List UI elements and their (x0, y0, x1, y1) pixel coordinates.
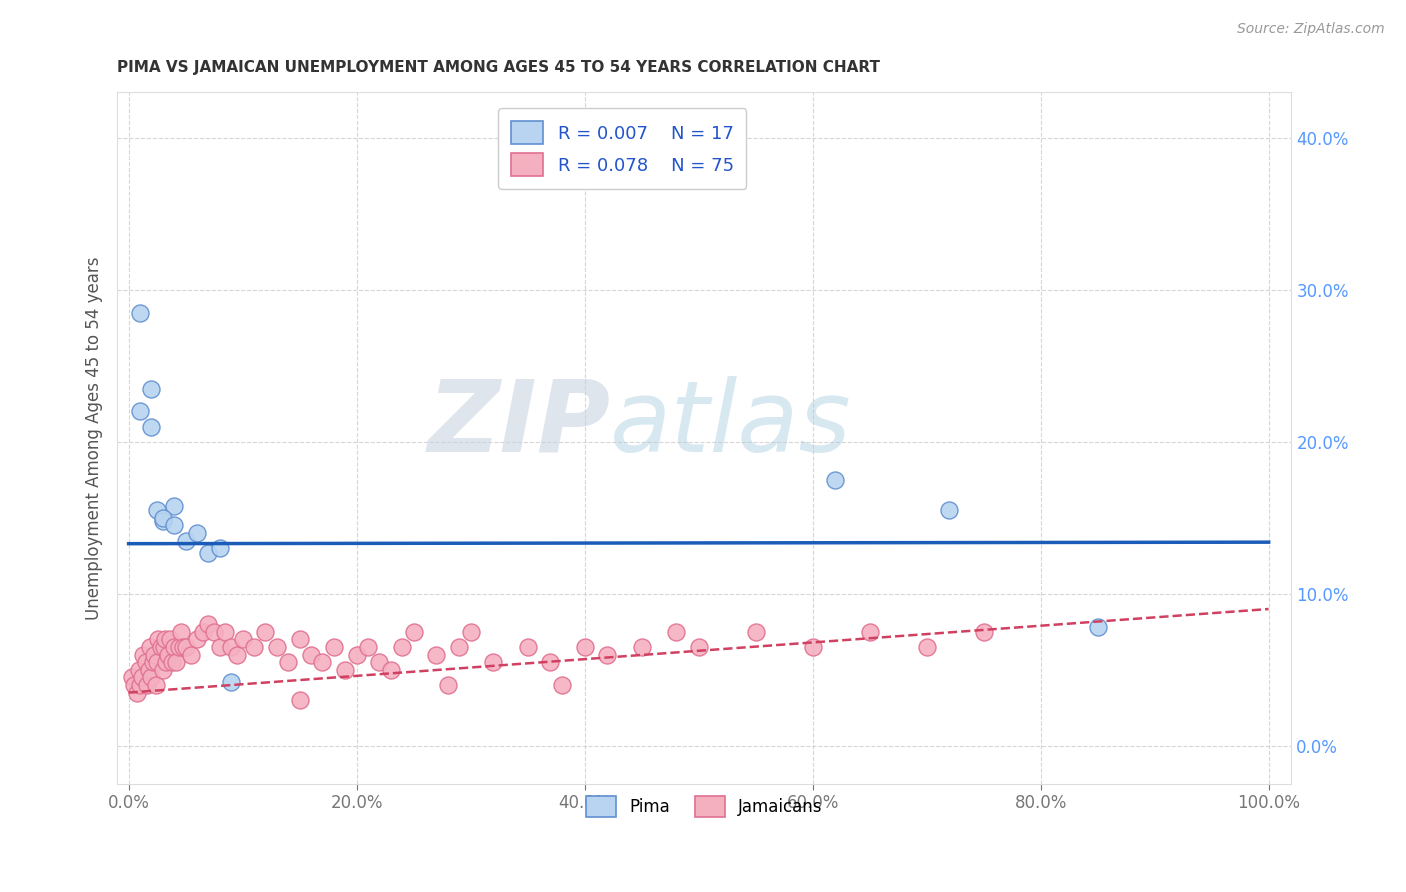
Point (174, 640, 197, 654)
Point (538, 655, 561, 669)
Point (155, 655, 177, 669)
Point (288, 693, 311, 707)
Point (135, 678, 157, 692)
Point (197, 546, 219, 560)
Point (368, 655, 391, 669)
Point (191, 624, 214, 639)
Point (170, 624, 193, 639)
Point (574, 640, 596, 654)
Point (299, 648, 322, 662)
Text: PIMA VS JAMAICAN UNEMPLOYMENT AMONG AGES 45 TO 54 YEARS CORRELATION CHART: PIMA VS JAMAICAN UNEMPLOYMENT AMONG AGES… (117, 60, 880, 75)
Point (1087, 620, 1109, 634)
Point (243, 640, 266, 654)
Point (146, 655, 169, 669)
Legend: Pima, Jamaicans: Pima, Jamaicans (579, 789, 830, 824)
Point (186, 632, 208, 647)
Point (425, 648, 447, 662)
Point (152, 514, 174, 528)
Point (380, 663, 402, 677)
Point (214, 624, 236, 639)
Point (139, 640, 162, 654)
Point (148, 632, 170, 647)
Point (141, 670, 163, 684)
Point (166, 655, 188, 669)
Point (128, 663, 150, 677)
Point (172, 640, 194, 654)
Point (665, 624, 688, 639)
Point (186, 526, 208, 541)
Y-axis label: Unemployment Among Ages 45 to 54 years: Unemployment Among Ages 45 to 54 years (86, 256, 103, 620)
Point (208, 541, 231, 556)
Point (516, 640, 538, 654)
Point (322, 640, 344, 654)
Point (129, 678, 152, 692)
Text: ZIP: ZIP (427, 376, 610, 473)
Point (160, 655, 183, 669)
Point (129, 404, 152, 418)
Point (153, 632, 176, 647)
Point (357, 640, 380, 654)
Point (551, 678, 574, 692)
Point (973, 624, 995, 639)
Point (125, 685, 148, 699)
Point (630, 640, 652, 654)
Point (141, 655, 163, 669)
Point (391, 640, 413, 654)
Point (146, 503, 169, 517)
Point (311, 655, 333, 669)
Point (859, 624, 882, 639)
Point (938, 503, 960, 517)
Point (254, 624, 277, 639)
Point (197, 617, 219, 632)
Point (824, 473, 846, 487)
Point (145, 678, 167, 692)
Point (335, 663, 357, 677)
Point (688, 640, 710, 654)
Point (219, 640, 242, 654)
Point (157, 648, 180, 662)
Text: atlas: atlas (610, 376, 852, 473)
Point (460, 624, 482, 639)
Point (135, 655, 157, 669)
Point (159, 632, 181, 647)
Point (142, 648, 165, 662)
Point (152, 663, 174, 677)
Point (138, 663, 160, 677)
Point (163, 518, 186, 533)
Point (402, 624, 425, 639)
Text: Source: ZipAtlas.com: Source: ZipAtlas.com (1237, 22, 1385, 37)
Point (131, 670, 153, 684)
Point (141, 419, 163, 434)
Point (288, 632, 311, 647)
Point (129, 306, 152, 320)
Point (180, 648, 202, 662)
Point (208, 640, 231, 654)
Point (449, 640, 471, 654)
Point (149, 640, 172, 654)
Point (132, 648, 155, 662)
Point (266, 640, 288, 654)
Point (124, 678, 146, 692)
Point (436, 678, 458, 692)
Point (225, 648, 247, 662)
Point (482, 655, 505, 669)
Point (121, 670, 143, 684)
Point (141, 382, 163, 396)
Point (152, 511, 174, 525)
Point (915, 640, 938, 654)
Point (744, 624, 766, 639)
Point (232, 632, 254, 647)
Point (202, 624, 225, 639)
Point (163, 499, 186, 513)
Point (219, 675, 242, 690)
Point (801, 640, 824, 654)
Point (596, 648, 619, 662)
Point (346, 648, 368, 662)
Point (174, 533, 197, 548)
Point (153, 640, 176, 654)
Point (277, 655, 299, 669)
Point (167, 640, 190, 654)
Point (163, 640, 186, 654)
